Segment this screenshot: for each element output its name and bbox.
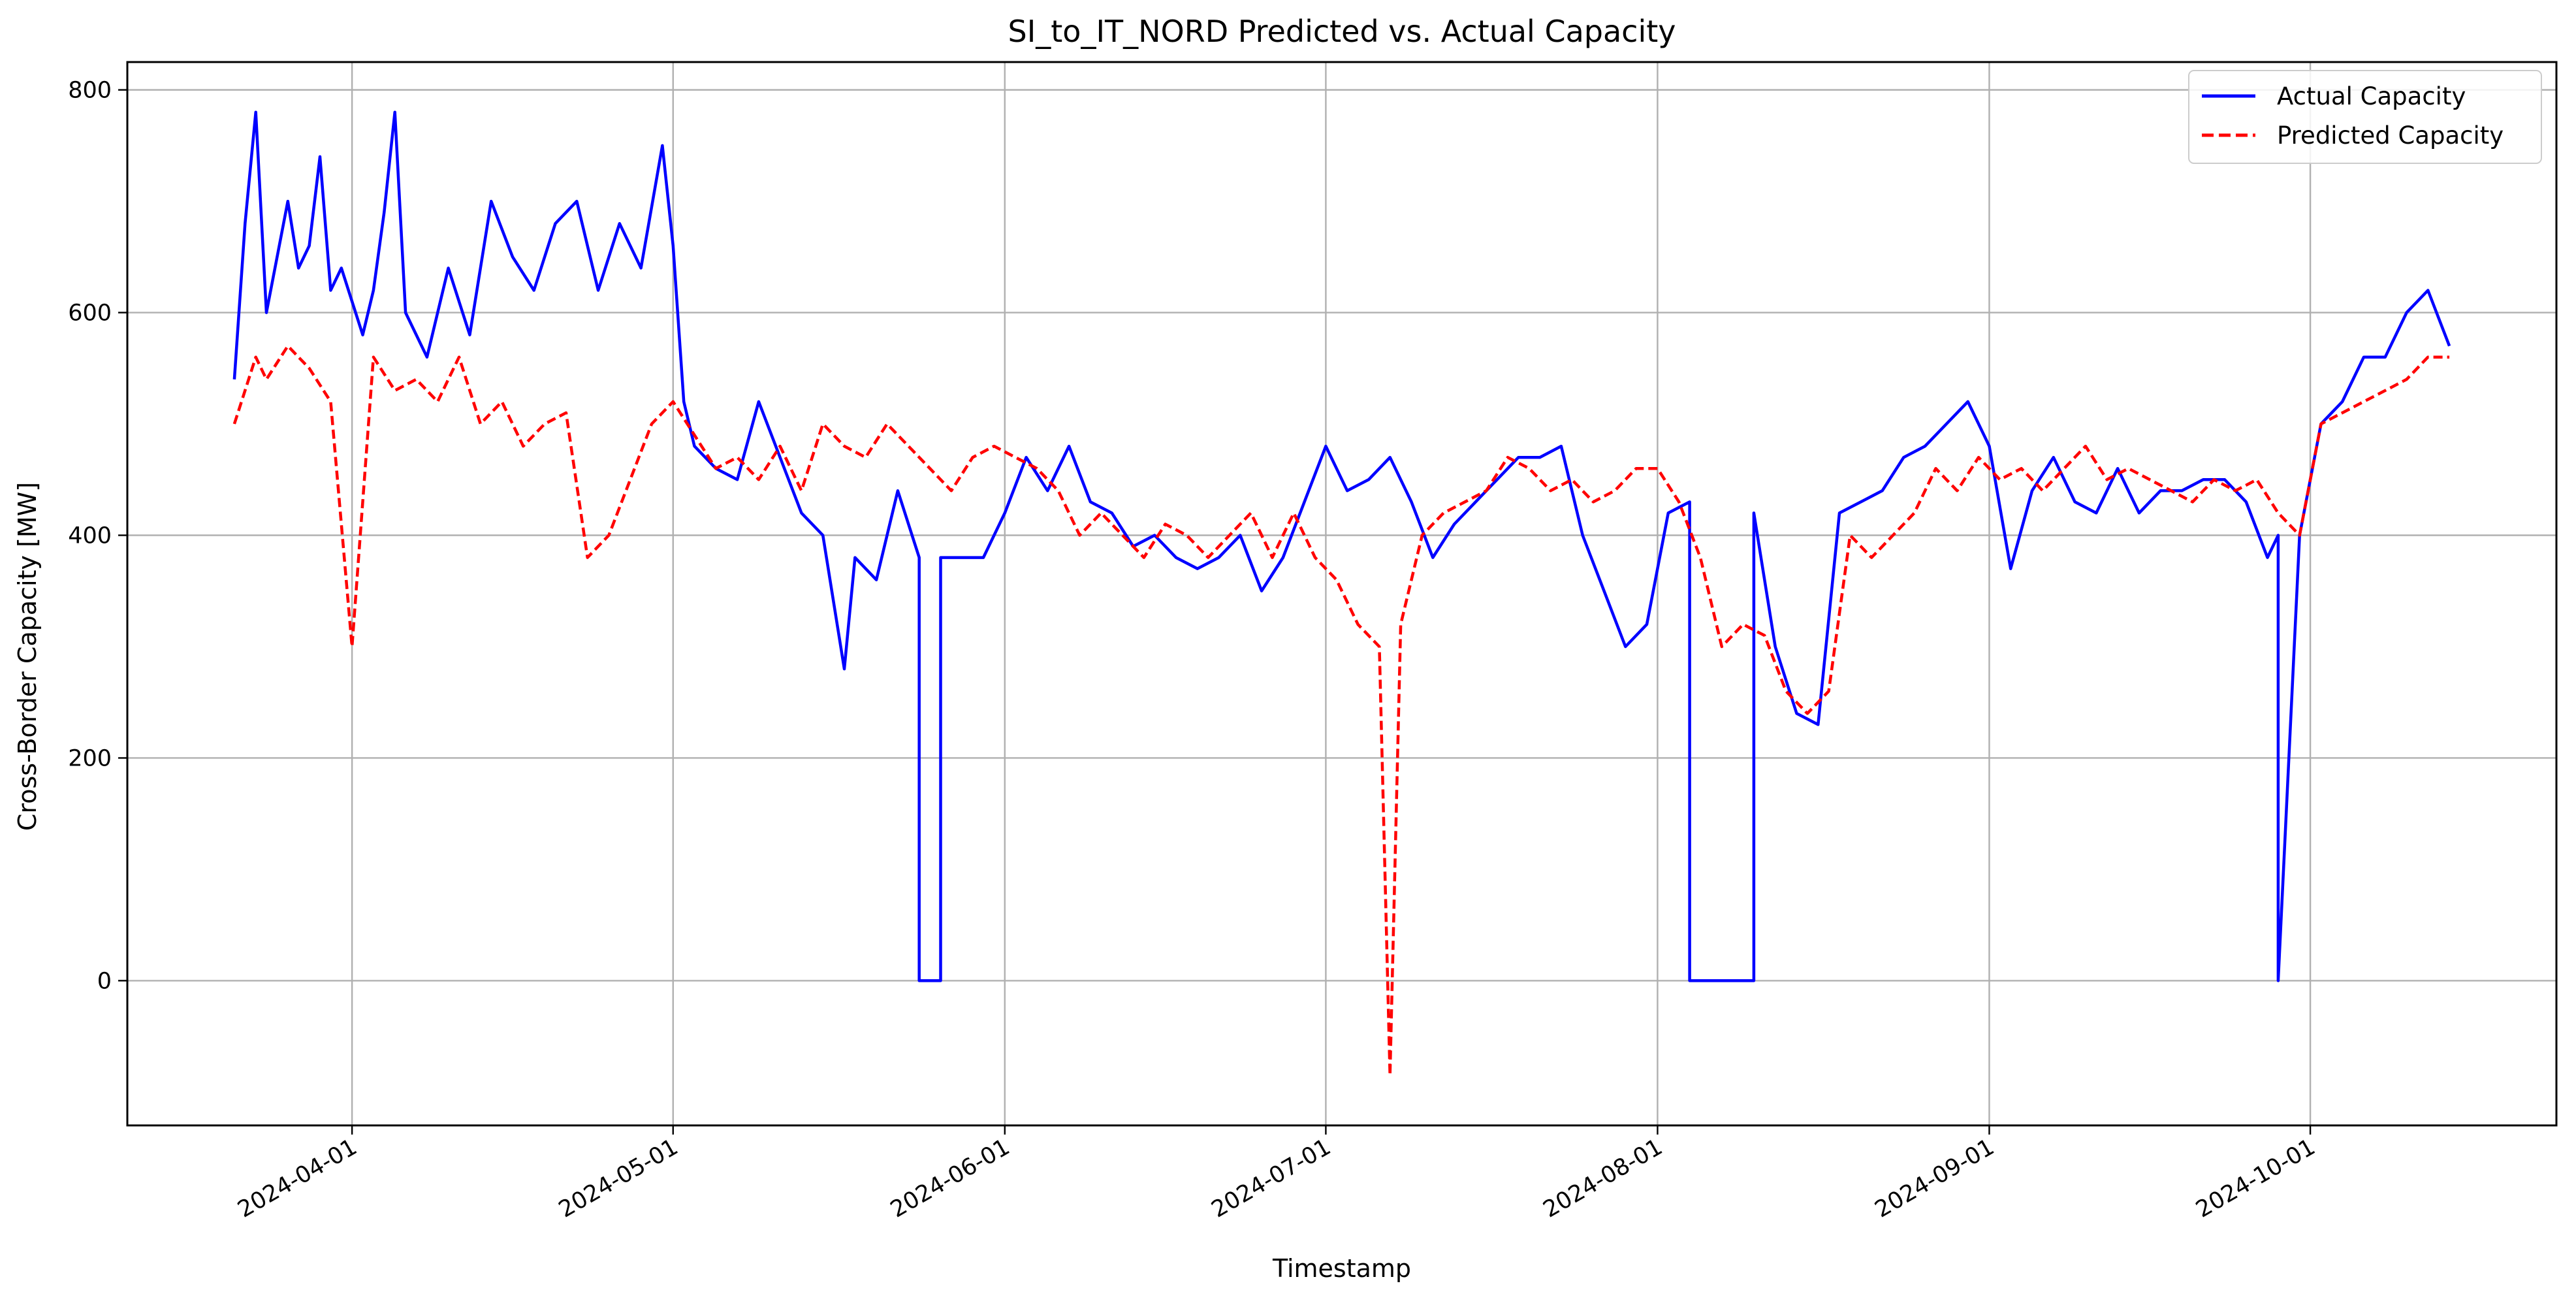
- y-tick-label: 0: [97, 968, 112, 994]
- plot-frame: [126, 61, 2558, 1127]
- chart-title: SI_to_IT_NORD Predicted vs. Actual Capac…: [1008, 14, 1676, 49]
- series-line-actual: [232, 110, 2451, 982]
- series-layer: [232, 110, 2451, 1077]
- legend-label-predicted: Predicted Capacity: [2277, 121, 2504, 150]
- legend-label-actual: Actual Capacity: [2277, 82, 2466, 110]
- y-tick-label: 800: [68, 78, 112, 104]
- grid: [127, 62, 2556, 1125]
- x-axis-label: Timestamp: [1272, 1254, 1411, 1283]
- legend-box: [2188, 70, 2542, 164]
- y-tick-label: 200: [68, 745, 112, 771]
- y-axis-label: Cross-Border Capacity [MW]: [13, 482, 42, 831]
- legend: Actual Capacity Predicted Capacity: [2188, 70, 2542, 164]
- series-line-predicted: [232, 344, 2450, 1077]
- y-tick-label: 600: [68, 300, 112, 327]
- y-axis: 0 200 400 600 800: [68, 78, 127, 994]
- y-tick-label: 400: [68, 523, 112, 549]
